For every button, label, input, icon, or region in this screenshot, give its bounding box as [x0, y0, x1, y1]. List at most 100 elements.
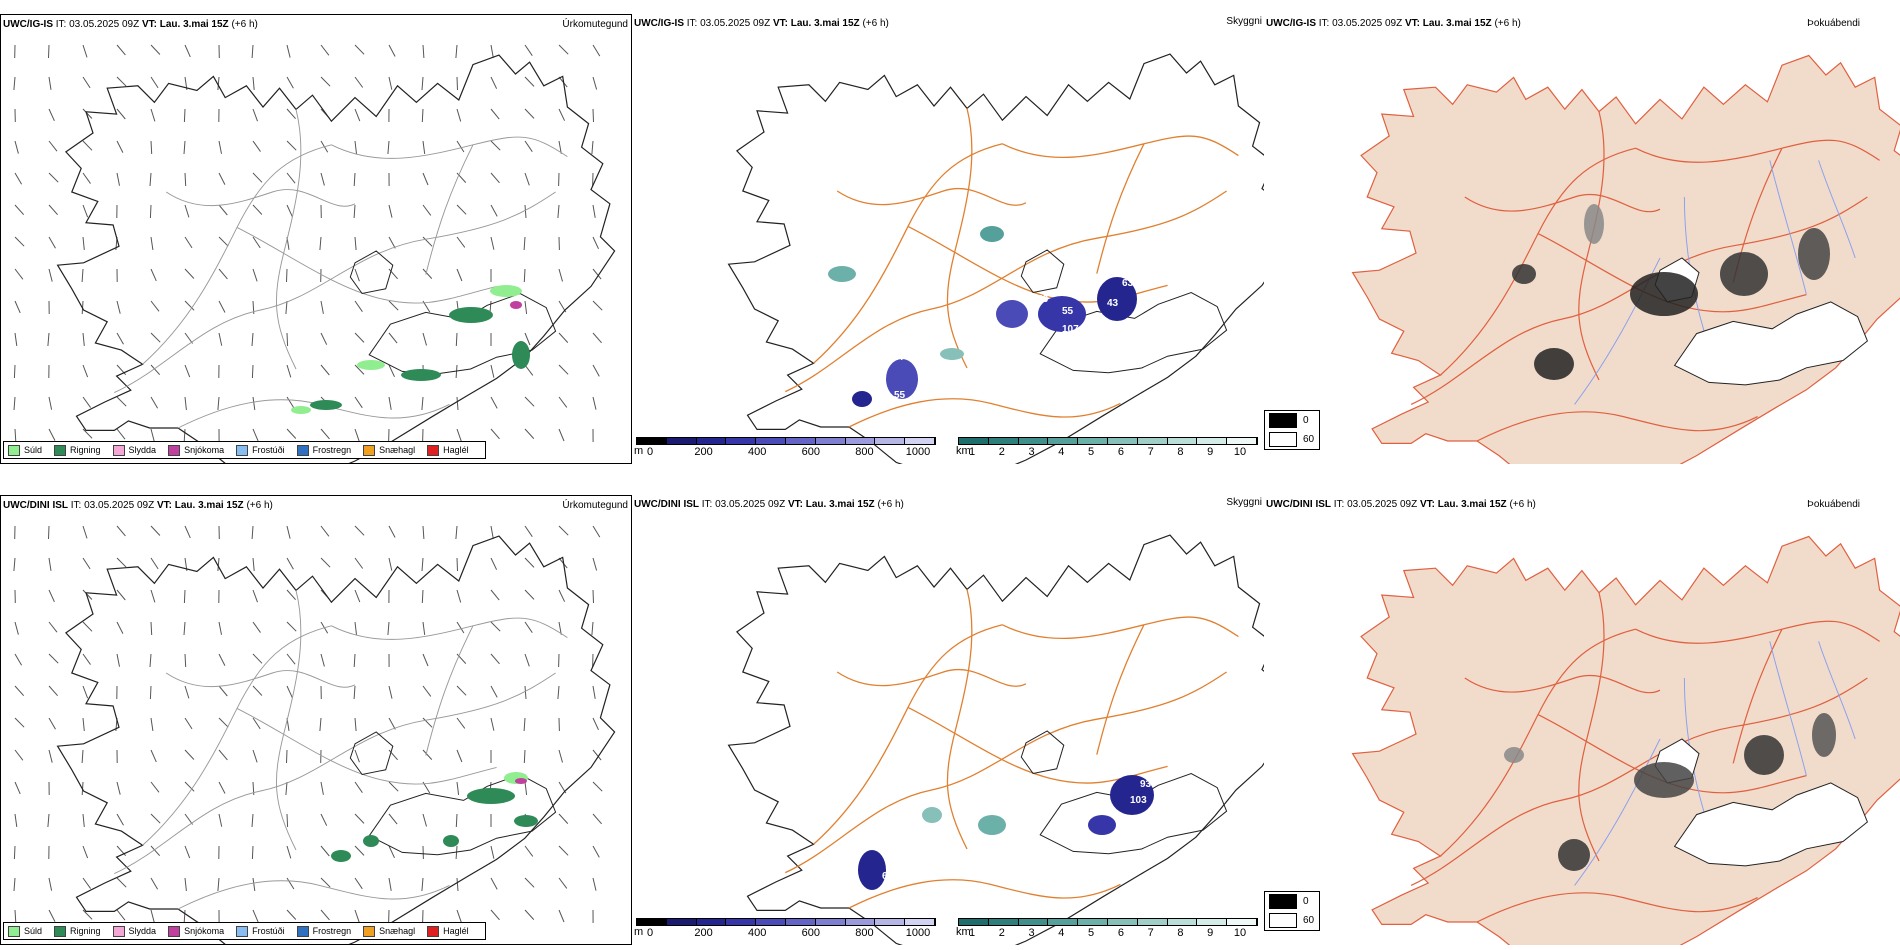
wind-barb: [14, 653, 23, 666]
wind-barb: [523, 268, 526, 283]
wind-barb: [116, 621, 124, 634]
ceiling-cell: [980, 226, 1004, 242]
panel-title: Úrkomutegund: [562, 19, 628, 30]
ceiling-cell: [858, 850, 886, 890]
colorbar-tick: 800: [855, 446, 874, 458]
wind-barb: [388, 268, 398, 280]
wind-barb: [150, 108, 156, 122]
wind-barb: [524, 653, 530, 667]
colorbar-tick: 1000: [905, 446, 931, 458]
wind-barb: [524, 685, 527, 700]
wind-barb: [251, 813, 254, 828]
wind-barb: [252, 76, 255, 90]
wind-barb: [116, 557, 127, 568]
wind-barb: [422, 44, 425, 59]
wind-barb: [490, 525, 494, 539]
wind-barb: [320, 845, 330, 857]
wind-barb: [149, 685, 152, 700]
colorbar-tick: 5: [1088, 446, 1095, 458]
colorbar-tick: 0: [646, 927, 654, 939]
precip-type-panel-top: UWC/IG-IS IT: 03.05.2025 09Z VT: Lau. 3.…: [0, 14, 632, 464]
fog-area: [1534, 348, 1574, 380]
wind-barb: [353, 204, 356, 219]
wind-barb: [422, 204, 432, 216]
wind-barb: [320, 653, 325, 667]
wind-barb: [252, 396, 256, 410]
wind-barb: [184, 525, 191, 539]
wind-barb: [592, 557, 598, 571]
wind-barb: [183, 909, 186, 924]
wind-barb: [116, 172, 120, 186]
wind-barb: [252, 685, 263, 696]
wind-barb: [422, 749, 433, 760]
wind-barb: [490, 76, 498, 89]
wind-barb: [354, 557, 364, 569]
wind-barb: [354, 364, 365, 375]
fog-map: [1351, 54, 1900, 464]
wind-barb: [354, 396, 363, 409]
wind-barb: [524, 396, 535, 407]
wind-barb: [320, 813, 328, 826]
wind-barb: [286, 172, 296, 184]
wind-barb: [286, 813, 289, 828]
wind-barb: [558, 877, 568, 889]
wind-barb: [48, 204, 58, 216]
wind-barb: [183, 589, 186, 604]
wind-barb: [82, 140, 93, 151]
wind-barb: [286, 557, 294, 570]
wind-barb: [422, 236, 433, 247]
wind-barb: [82, 557, 91, 570]
wind-barb: [48, 108, 55, 122]
ceiling-colorbar: 0 200 400 600 800 1000 m: [634, 918, 936, 939]
wind-barb: [47, 813, 50, 828]
wind-barb: [286, 845, 292, 859]
wind-barb: [388, 525, 396, 538]
wind-barb: [353, 685, 356, 700]
ceiling-cell: [1097, 277, 1137, 321]
wind-barb: [47, 332, 50, 347]
wind-barb: [490, 172, 500, 184]
wind-barb: [456, 653, 467, 664]
wind-barb: [184, 396, 187, 410]
wind-barb: [286, 332, 289, 347]
wind-barb: [388, 76, 393, 90]
ceiling-label: 71: [880, 837, 892, 848]
wind-barb: [592, 781, 603, 792]
wind-barb: [150, 76, 159, 89]
wind-barb: [456, 76, 458, 91]
wind-barb: [218, 653, 226, 666]
wind-barb: [456, 877, 459, 892]
wind-barb: [13, 557, 16, 572]
wind-barb: [456, 268, 463, 282]
ceiling-label: 60: [882, 871, 894, 882]
wind-barb: [82, 653, 91, 665]
ceiling-cell: [828, 266, 856, 282]
colorbar-tick: 10: [1233, 927, 1247, 939]
wind-barb: [150, 525, 161, 536]
wind-barb: [421, 76, 424, 91]
wind-barb: [184, 717, 193, 730]
wind-barb: [286, 909, 297, 920]
wind-barb: [286, 749, 288, 764]
wind-barb: [116, 653, 120, 667]
wind-barb: [524, 204, 527, 219]
wind-barb: [354, 76, 364, 88]
wind-barb: [252, 204, 263, 215]
wind-barb: [388, 717, 396, 730]
ceiling-label: 107: [1062, 324, 1079, 335]
wind-barb: [490, 428, 500, 440]
wind-barb: [320, 877, 331, 888]
wind-barb: [456, 589, 462, 603]
wind-barb: [456, 557, 458, 572]
wind-barb: [252, 428, 259, 442]
fog-area: [1634, 762, 1694, 798]
wind-barb: [13, 364, 16, 379]
wind-barb: [82, 396, 92, 408]
wind-barb: [184, 685, 190, 699]
wind-barb: [285, 300, 288, 315]
wind-barb: [14, 781, 21, 795]
wind-barb: [252, 717, 261, 730]
visibility-panel-top: UWC/IG-IS IT: 03.05.2025 09Z VT: Lau. 3.…: [632, 14, 1264, 464]
wind-barb: [388, 685, 393, 699]
